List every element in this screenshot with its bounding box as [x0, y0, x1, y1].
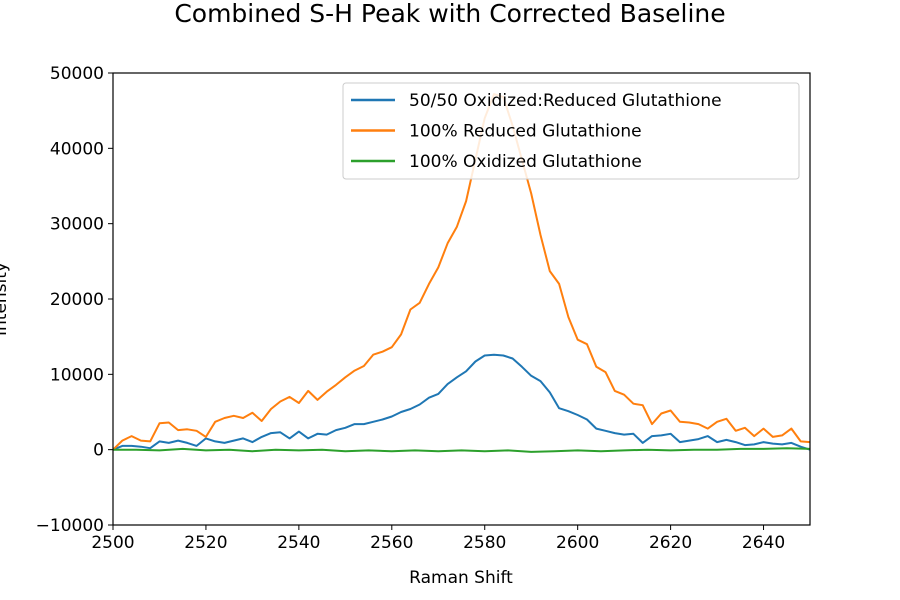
series-layer — [112, 93, 811, 453]
y-tick-label: 30000 — [50, 215, 104, 235]
y-tick-label: −10000 — [36, 516, 104, 536]
legend-label: 100% Reduced Glutathione — [409, 122, 642, 142]
y-axis: −10000 0 10000 20000 30000 40000 50000 — [36, 64, 113, 536]
y-tick-label: 20000 — [50, 290, 104, 310]
x-tick-label: 2580 — [463, 533, 506, 553]
x-tick-label: 2560 — [370, 533, 413, 553]
legend: 50/50 Oxidized:Reduced Glutathione 100% R… — [342, 82, 800, 180]
y-axis-label: Intensity — [0, 262, 11, 336]
y-tick-label: 50000 — [50, 64, 104, 84]
x-tick-label: 2520 — [184, 533, 227, 553]
x-tick-label: 2540 — [277, 533, 320, 553]
x-axis: 2500 2520 2540 2560 2580 2600 2620 2640 — [91, 525, 785, 553]
x-tick-label: 2620 — [649, 533, 692, 553]
series-line-1 — [112, 353, 811, 451]
legend-label: 100% Oxidized Glutathione — [409, 152, 642, 172]
series-line-3 — [113, 447, 811, 453]
legend-label: 50/50 Oxidized:Reduced Glutathione — [409, 91, 722, 111]
y-tick-label: 0 — [93, 441, 104, 461]
legend-box — [342, 82, 800, 180]
chart-title: Combined S-H Peak with Corrected Baselin… — [174, 0, 725, 28]
x-tick-label: 2500 — [91, 533, 134, 553]
y-tick-label: 40000 — [50, 139, 104, 159]
x-axis-label: Raman Shift — [409, 568, 513, 588]
x-tick-label: 2600 — [556, 533, 599, 553]
x-tick-label: 2640 — [742, 533, 785, 553]
series-line-2 — [112, 93, 811, 451]
y-tick-label: 10000 — [50, 365, 104, 385]
